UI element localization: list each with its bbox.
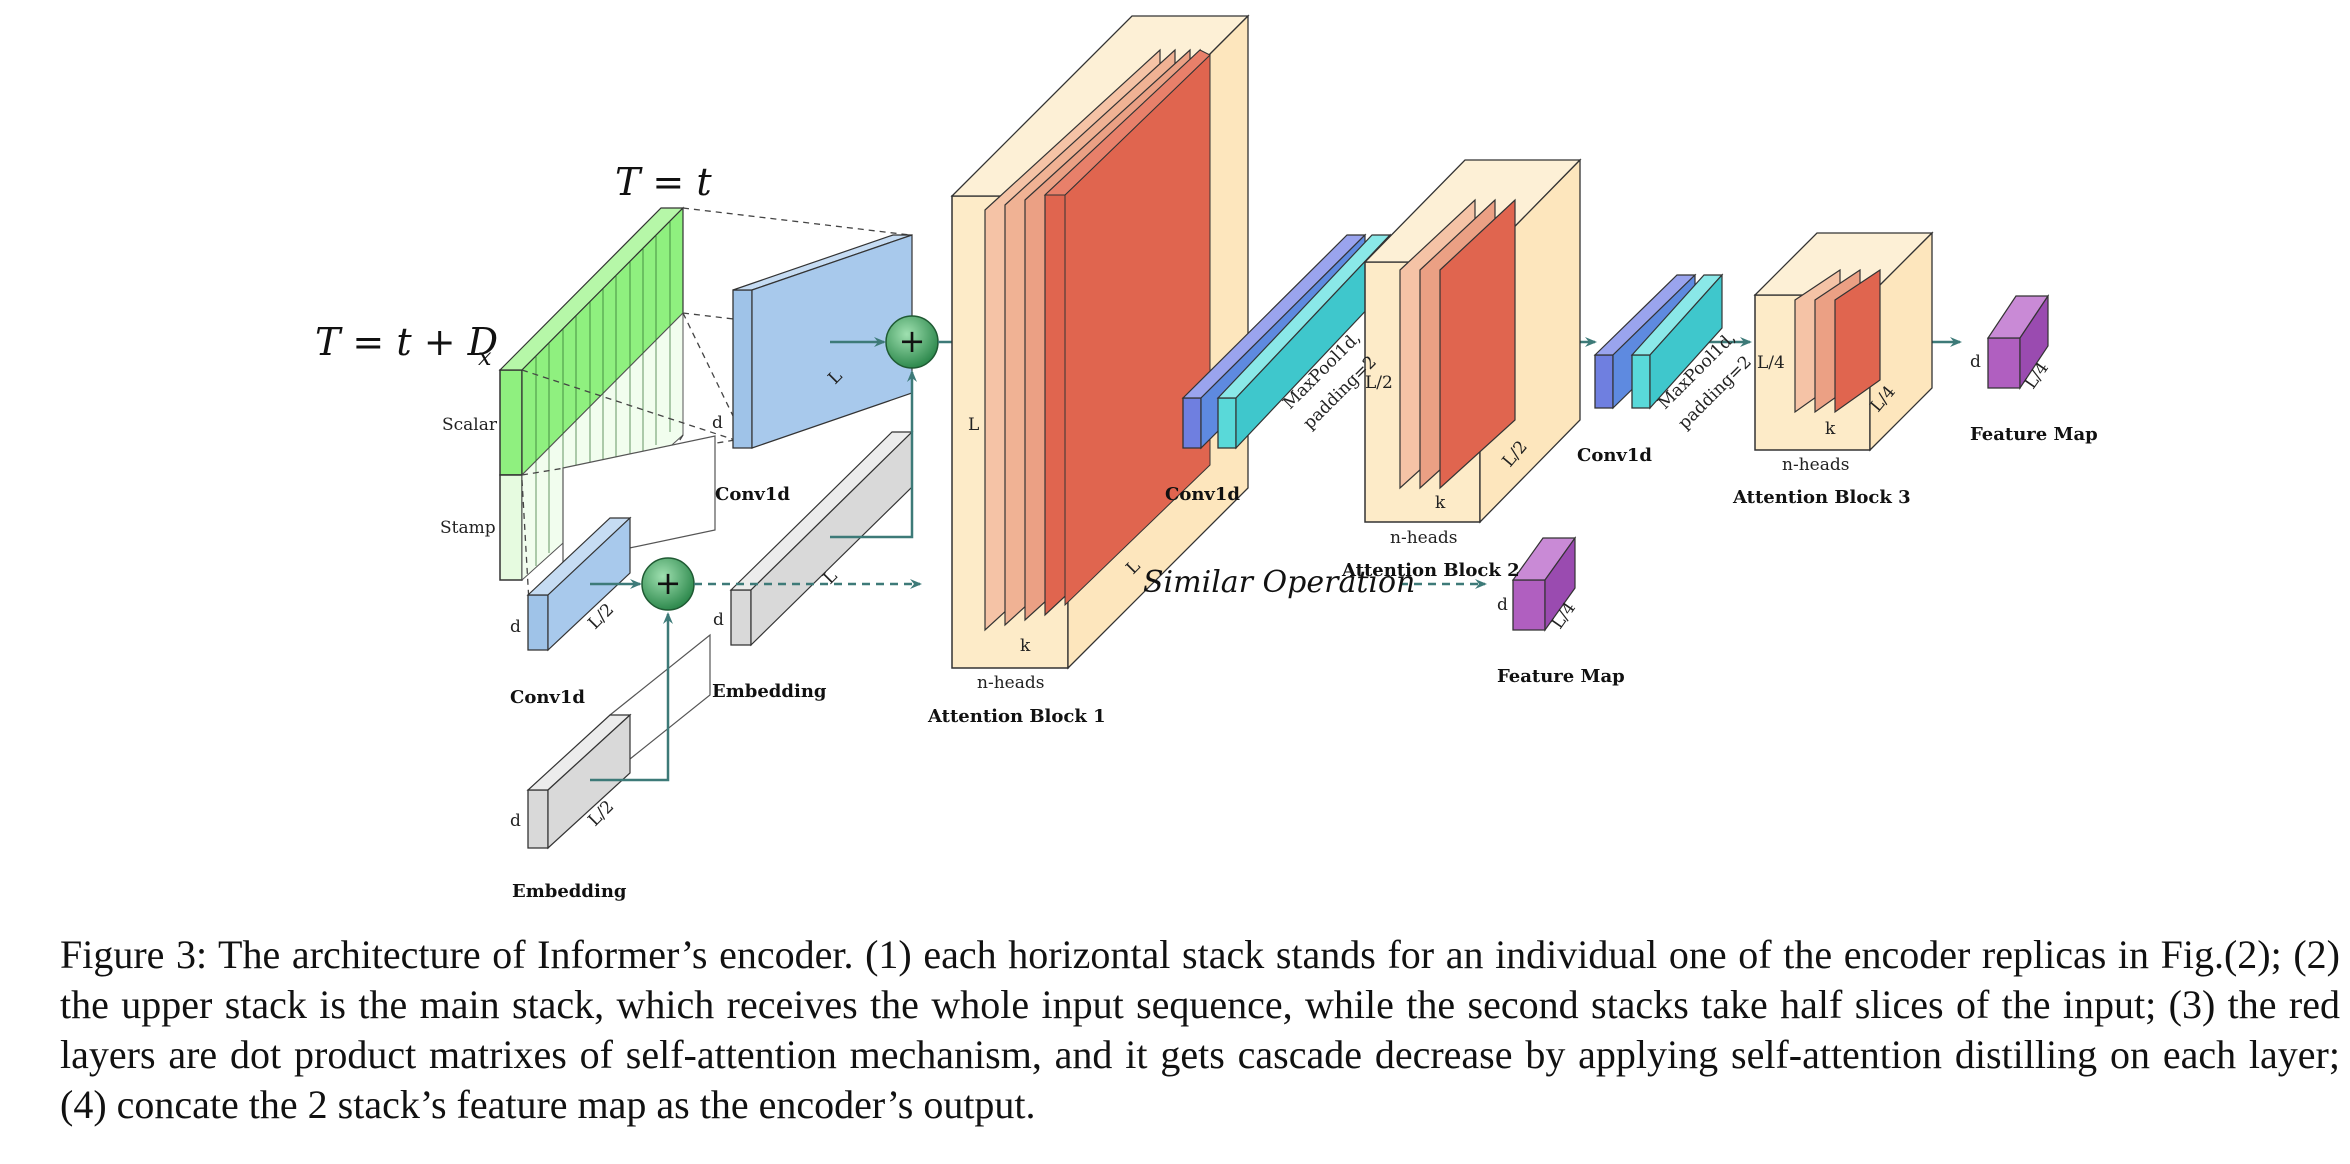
plus-node-stack2: + bbox=[641, 557, 695, 611]
time-labels: T = t T = t + D x bbox=[315, 160, 712, 371]
dim-d-conv-stack2: d bbox=[510, 617, 521, 637]
similar-operation-label: Similar Operation bbox=[1143, 565, 1415, 600]
attention-block-1-label: Attention Block 1 bbox=[927, 706, 1106, 727]
conv1d-maxpool-1-label: Conv1d bbox=[1165, 484, 1240, 505]
scalar-label: Scalar bbox=[442, 415, 498, 435]
attention-block-3-label: Attention Block 3 bbox=[1732, 487, 1911, 508]
dim-d-feature-stack2: d bbox=[1497, 595, 1508, 615]
dim-L2-block2: L/2 bbox=[1365, 373, 1393, 393]
input-tensor bbox=[498, 206, 685, 582]
feature-map-main bbox=[1986, 294, 2050, 390]
attention-block-2 bbox=[1363, 158, 1582, 524]
time-label-left-subscript: x bbox=[478, 343, 492, 371]
dim-k-block1: k bbox=[1020, 636, 1031, 656]
embedding-stack2 bbox=[729, 430, 914, 647]
dim-k-block3: k bbox=[1825, 419, 1836, 439]
dim-nheads-block2: n-heads bbox=[1390, 528, 1457, 548]
svg-text:+: + bbox=[655, 564, 682, 602]
dim-d-conv-main: d bbox=[712, 413, 723, 433]
plus-node-main: + bbox=[885, 315, 939, 369]
time-label-left: T = t + D bbox=[315, 320, 498, 364]
dim-k-block2: k bbox=[1435, 493, 1446, 513]
conv1d-main-label: Conv1d bbox=[715, 484, 790, 505]
feature-map-stack2-label: Feature Map bbox=[1497, 666, 1625, 687]
figure-caption: Figure 3: The architecture of Informer’s… bbox=[60, 932, 2340, 1127]
dim-nheads-block1: n-heads bbox=[977, 673, 1044, 693]
dim-d-emb-bottom: d bbox=[510, 811, 521, 831]
dim-L-block1: L bbox=[968, 415, 979, 435]
dim-nheads-block3: n-heads bbox=[1782, 455, 1849, 475]
attention-block-1 bbox=[950, 14, 1250, 670]
conv1d-stack2 bbox=[526, 516, 632, 652]
dim-d-emb-stack2: d bbox=[713, 610, 724, 630]
svg-text:+: + bbox=[899, 322, 926, 360]
embedding-bottom-label: Embedding bbox=[512, 881, 627, 902]
dim-L4-block3: L/4 bbox=[1757, 353, 1785, 373]
conv1d-maxpool-2 bbox=[1593, 273, 1724, 410]
stamp-label: Stamp bbox=[440, 518, 496, 538]
feature-map-stack2 bbox=[1511, 536, 1577, 632]
embedding-stack2-label: Embedding bbox=[712, 681, 827, 702]
embedding-stack2-bottom bbox=[526, 713, 632, 850]
time-label-top: T = t bbox=[615, 160, 712, 204]
conv1d-maxpool-2-label: Conv1d bbox=[1577, 445, 1652, 466]
dim-d-feature-main: d bbox=[1970, 352, 1981, 372]
conv1d-main bbox=[732, 234, 913, 449]
attention-block-2-label: Attention Block 2 bbox=[1341, 560, 1520, 581]
informer-encoder-diagram: + + bbox=[315, 14, 2098, 902]
conv1d-stack2-label: Conv1d bbox=[510, 687, 585, 708]
attention-block-3 bbox=[1753, 231, 1934, 452]
feature-map-main-label: Feature Map bbox=[1970, 424, 2098, 445]
